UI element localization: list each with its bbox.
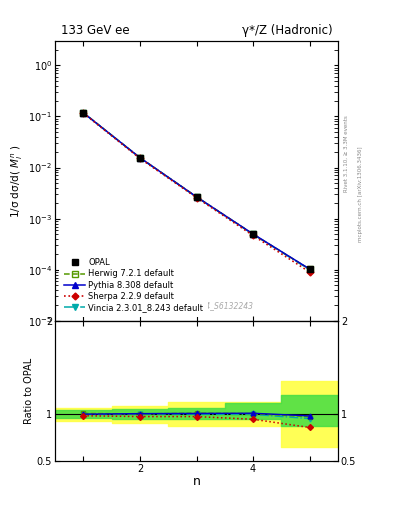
Text: OPAL_2004_S6132243: OPAL_2004_S6132243 <box>168 301 253 310</box>
X-axis label: n: n <box>193 475 200 488</box>
Y-axis label: Ratio to OPAL: Ratio to OPAL <box>24 358 34 424</box>
Legend: OPAL, Herwig 7.2.1 default, Pythia 8.308 default, Sherpa 2.2.9 default, Vincia 2: OPAL, Herwig 7.2.1 default, Pythia 8.308… <box>59 253 208 317</box>
Text: mcplots.cern.ch [arXiv:1306.3436]: mcplots.cern.ch [arXiv:1306.3436] <box>358 147 363 242</box>
Text: Rivet 3.1.10, ≥ 3.3M events: Rivet 3.1.10, ≥ 3.3M events <box>344 115 349 192</box>
Y-axis label: 1/σ dσ/d( $M_l^n$ ): 1/σ dσ/d( $M_l^n$ ) <box>10 144 25 218</box>
Text: γ*/Z (Hadronic): γ*/Z (Hadronic) <box>242 24 332 37</box>
Text: 133 GeV ee: 133 GeV ee <box>61 24 129 37</box>
